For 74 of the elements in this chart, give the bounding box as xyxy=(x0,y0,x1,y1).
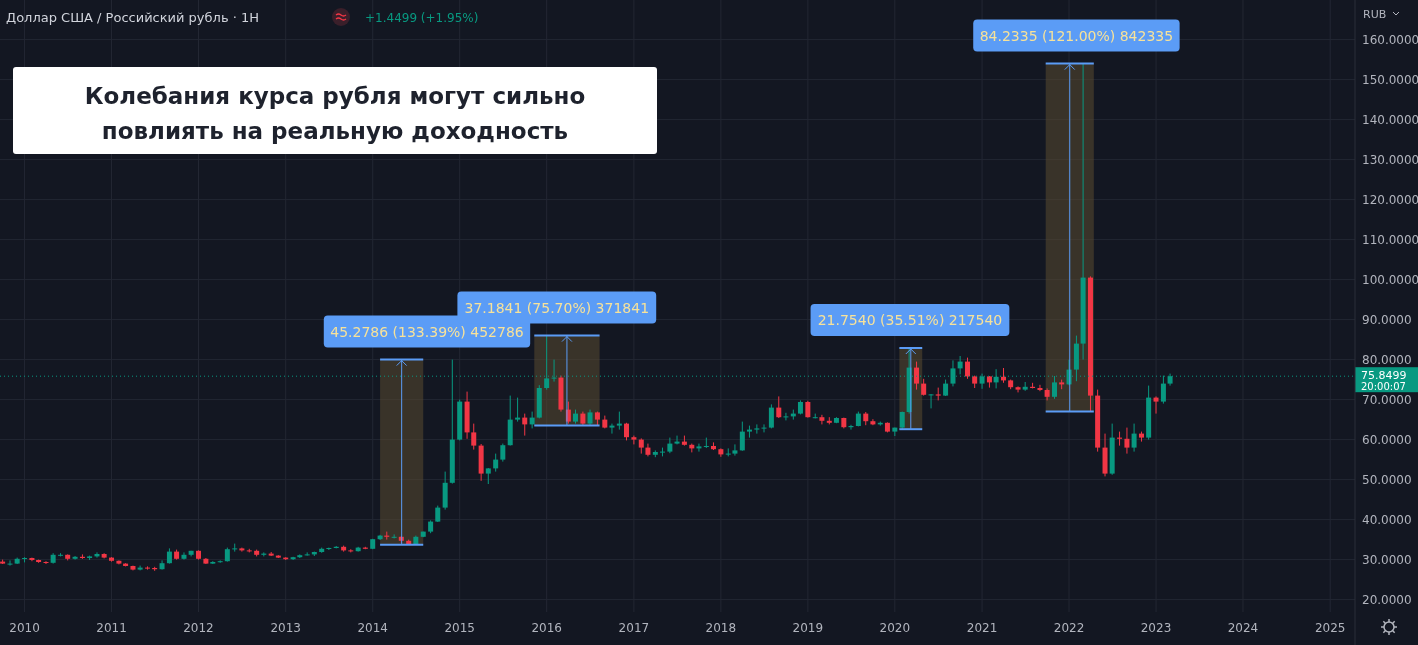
y-tick-label: 120.0000 xyxy=(1362,192,1418,207)
candlestick xyxy=(181,551,187,561)
ref-line-label: 75.8499 xyxy=(1361,369,1407,383)
x-tick-label: 2011 xyxy=(96,621,127,635)
x-tick-label: 2024 xyxy=(1227,621,1259,635)
candlestick xyxy=(1124,427,1130,455)
candlestick xyxy=(783,412,789,421)
y-tick-label: 90.0000 xyxy=(1362,312,1412,327)
y-tick-label: 130.0000 xyxy=(1362,152,1418,167)
candlestick xyxy=(739,421,745,452)
candlestick xyxy=(914,361,920,391)
candlestick xyxy=(754,423,760,435)
y-tick-label: 110.0000 xyxy=(1362,232,1418,247)
candlestick xyxy=(965,357,971,380)
candlestick xyxy=(1131,423,1137,453)
y-tick-label: 60.0000 xyxy=(1362,432,1412,447)
text: 20:00:07 xyxy=(1361,380,1406,392)
candlestick xyxy=(7,559,13,567)
candlestick xyxy=(72,555,78,561)
candlestick xyxy=(761,423,767,433)
y-tick-label: 150.0000 xyxy=(1362,72,1418,87)
x-tick-label: 2014 xyxy=(357,621,388,635)
candlestick xyxy=(696,443,702,453)
y-tick-label: 160.0000 xyxy=(1362,32,1418,47)
x-tick-label: 2010 xyxy=(9,621,40,635)
annotation: 21.7540 (35.51%) 217540 xyxy=(817,312,1003,328)
y-tick-label: 50.0000 xyxy=(1362,472,1412,487)
candlestick xyxy=(515,397,521,423)
y-tick-label: 70.0000 xyxy=(1362,392,1412,407)
y-axis-title: RUB xyxy=(1363,8,1387,21)
x-tick-label: 2013 xyxy=(270,621,301,635)
y-tick-label: 40.0000 xyxy=(1362,512,1412,527)
x-tick-label: 2019 xyxy=(792,621,824,635)
candlestick xyxy=(674,435,680,445)
x-tick-label: 2016 xyxy=(531,621,562,635)
text: Колебания курса рубля могут сильно повлиять на реальную доходность xyxy=(84,83,586,144)
candlestick xyxy=(217,559,223,564)
candlestick xyxy=(631,435,637,445)
candlestick xyxy=(304,551,310,557)
candlestick xyxy=(1153,395,1159,415)
candlestick xyxy=(1015,385,1021,393)
candlestick xyxy=(819,414,825,425)
y-tick-label: 140.0000 xyxy=(1362,112,1418,127)
annotation: 37.1841 (75.70%) 371841 xyxy=(464,299,650,316)
candlestick xyxy=(471,423,477,451)
x-tick-label: 2020 xyxy=(879,621,911,635)
candlestick xyxy=(732,443,738,457)
x-tick-label: 2023 xyxy=(1140,621,1172,635)
candlestick xyxy=(703,437,709,449)
candlestick xyxy=(870,418,876,426)
x-tick-label: 2021 xyxy=(966,621,998,635)
annotation: +1.4499 (+1.95%) xyxy=(365,11,479,25)
candlestick xyxy=(776,395,782,419)
candlestick xyxy=(326,547,332,551)
candlestick xyxy=(145,565,151,571)
x-tick-label: 2018 xyxy=(705,621,737,635)
y-tick-label: 20.0000 xyxy=(1362,592,1412,607)
x-tick-label: 2025 xyxy=(1314,621,1346,635)
text: Доллар США / Российский рубль · 1H xyxy=(6,10,259,25)
x-tick-label: 2022 xyxy=(1053,621,1085,635)
candlestick xyxy=(928,393,934,409)
candlestick xyxy=(43,560,49,565)
x-tick-label: 2012 xyxy=(183,621,214,635)
candlestick xyxy=(1037,384,1043,392)
annotation: 45.2786 (133.39%) 452786 xyxy=(330,323,524,340)
annotation: 84.2335 (121.00%) 842335 xyxy=(979,27,1174,44)
candlestick xyxy=(609,423,615,435)
y-tick-label: 100.0000 xyxy=(1362,272,1418,287)
y-tick-label: 80.0000 xyxy=(1362,352,1412,367)
x-tick-label: 2015 xyxy=(444,621,475,635)
candlestick xyxy=(239,547,245,553)
candlestick xyxy=(718,447,724,458)
y-tick-label: 30.0000 xyxy=(1362,552,1412,567)
x-tick-label: 2017 xyxy=(618,621,650,635)
